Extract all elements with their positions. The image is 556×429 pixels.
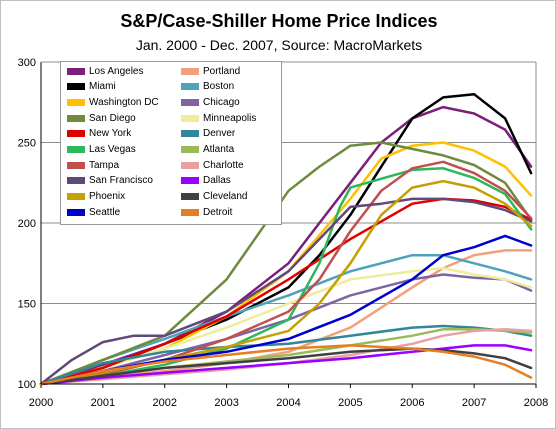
- legend-label: Cleveland: [203, 191, 248, 203]
- legend-label: San Diego: [89, 112, 136, 124]
- x-tick-label: 2007: [462, 397, 486, 409]
- legend-item: Boston: [181, 81, 234, 93]
- legend-label: Las Vegas: [89, 144, 136, 155]
- legend-label: Denver: [203, 128, 236, 140]
- legend-label: Washington DC: [89, 96, 159, 108]
- x-tick-label: 2001: [91, 397, 115, 409]
- series-line-charlotte: [39, 328, 533, 386]
- legend-swatch: [181, 114, 199, 122]
- legend-swatch: [181, 83, 199, 91]
- legend-item: Washington DC: [67, 96, 159, 108]
- legend-label: Phoenix: [89, 191, 126, 203]
- legend-item: Cleveland: [181, 191, 247, 203]
- legend-swatch: [67, 130, 85, 138]
- legend-label: Chicago: [203, 96, 240, 108]
- legend-label: Atlanta: [203, 144, 235, 155]
- chart-subtitle: Jan. 2000 - Dec. 2007, Source: MacroMark…: [135, 37, 423, 53]
- legend-label: San Francisco: [89, 175, 153, 187]
- legend-label: New York: [89, 128, 132, 140]
- legend-swatch: [181, 161, 199, 169]
- x-tick-label: 2003: [214, 397, 238, 409]
- legend-swatch: [67, 146, 85, 153]
- legend-item: San Diego: [67, 112, 136, 124]
- legend-swatch: [67, 177, 85, 185]
- x-tick-label: 2006: [400, 397, 424, 409]
- legend-item: Chicago: [181, 96, 240, 108]
- legend-swatch: [67, 114, 85, 122]
- y-tick-label: 250: [18, 138, 36, 150]
- x-tick-label: 2002: [153, 397, 177, 409]
- legend-swatch: [181, 98, 199, 106]
- legend-label: Detroit: [203, 206, 233, 218]
- x-tick-label: 2000: [29, 397, 53, 409]
- legend-item: San Francisco: [67, 175, 153, 187]
- series-line-new-york: [39, 197, 533, 386]
- legend-item: Las Vegas: [67, 144, 136, 156]
- legend-label: Tampa: [89, 159, 120, 171]
- legend-label: Los Angeles: [89, 65, 144, 77]
- legend-label: Boston: [203, 81, 235, 93]
- x-tick-label: 2005: [338, 397, 362, 409]
- legend-item: Tampa: [67, 159, 119, 171]
- legend-item: Los Angeles: [67, 65, 144, 77]
- series-line-las-vegas: [39, 167, 533, 386]
- series-line-chicago: [39, 273, 533, 386]
- legend-swatch: [67, 67, 85, 75]
- series-line-dallas: [39, 344, 533, 386]
- y-tick-label: 150: [18, 299, 36, 311]
- legend-swatch: [181, 193, 199, 201]
- legend-swatch: [181, 208, 199, 216]
- legend-swatch: [67, 98, 85, 106]
- legend-swatch: [181, 177, 199, 185]
- legend-item: Atlanta: [181, 144, 234, 156]
- legend-item: Portland: [181, 65, 240, 77]
- legend-swatch: [67, 208, 85, 216]
- legend-label: Minneapolis: [203, 112, 257, 124]
- x-tick-label: 2008: [524, 397, 548, 409]
- chart-title: S&P/Case-Shiller Home Price Indices: [120, 11, 438, 31]
- legend-swatch: [181, 146, 199, 153]
- legend-item: Denver: [181, 128, 235, 140]
- legend-label: Portland: [203, 65, 241, 77]
- series-line-detroit: [39, 344, 533, 386]
- legend-swatch: [67, 161, 85, 169]
- legend-item: Dallas: [181, 175, 231, 187]
- legend-swatch: [67, 193, 85, 201]
- y-tick-label: 200: [18, 218, 36, 230]
- series-line-cleveland: [39, 347, 533, 386]
- x-tick-label: 2004: [276, 397, 300, 409]
- legend-item: New York: [67, 128, 131, 140]
- legend-label: Charlotte: [203, 159, 244, 171]
- legend-label: Seattle: [89, 206, 121, 218]
- legend-swatch: [181, 67, 199, 75]
- legend-item: Minneapolis: [181, 112, 256, 124]
- legend-item: Charlotte: [181, 159, 244, 171]
- legend-item: Seattle: [67, 206, 120, 218]
- legend-item: Phoenix: [67, 191, 125, 203]
- legend-item: Miami: [67, 81, 116, 93]
- legend: Los Angeles Portland Miami Boston Washington…: [60, 61, 282, 225]
- y-tick-label: 300: [18, 57, 36, 69]
- series-line-boston: [39, 253, 533, 386]
- legend-swatch: [181, 130, 199, 138]
- y-tick-label: 100: [18, 379, 36, 391]
- series-line-san-francisco: [39, 197, 533, 386]
- legend-label: Dallas: [203, 175, 231, 187]
- legend-item: Detroit: [181, 206, 232, 218]
- legend-label: Miami: [89, 81, 116, 93]
- legend-swatch: [67, 83, 85, 91]
